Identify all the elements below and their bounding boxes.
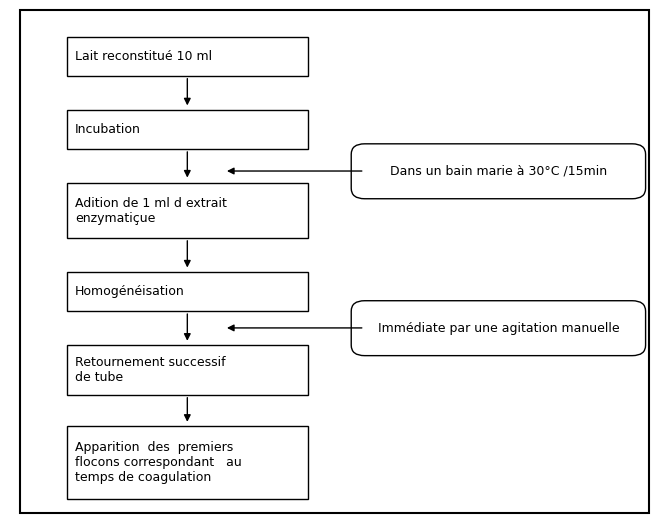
Text: Lait reconstitué 10 ml: Lait reconstitué 10 ml xyxy=(75,50,212,63)
Text: Incubation: Incubation xyxy=(75,123,140,136)
FancyBboxPatch shape xyxy=(67,426,308,499)
Text: Immédiate par une agitation manuelle: Immédiate par une agitation manuelle xyxy=(377,322,619,335)
Text: Adition de 1 ml d extrait
enzymatiçue: Adition de 1 ml d extrait enzymatiçue xyxy=(75,197,227,224)
Text: Retournement successif
de tube: Retournement successif de tube xyxy=(75,356,225,384)
FancyBboxPatch shape xyxy=(20,10,649,513)
FancyBboxPatch shape xyxy=(351,301,646,356)
FancyBboxPatch shape xyxy=(67,345,308,395)
Text: Homogénéisation: Homogénéisation xyxy=(75,285,185,298)
FancyBboxPatch shape xyxy=(351,144,646,199)
FancyBboxPatch shape xyxy=(67,183,308,238)
FancyBboxPatch shape xyxy=(67,110,308,149)
Text: Apparition  des  premiers
flocons correspondant   au
temps de coagulation: Apparition des premiers flocons correspo… xyxy=(75,441,242,484)
Text: Dans un bain marie à 30°C /15min: Dans un bain marie à 30°C /15min xyxy=(390,165,607,178)
FancyBboxPatch shape xyxy=(67,37,308,76)
FancyBboxPatch shape xyxy=(67,272,308,311)
